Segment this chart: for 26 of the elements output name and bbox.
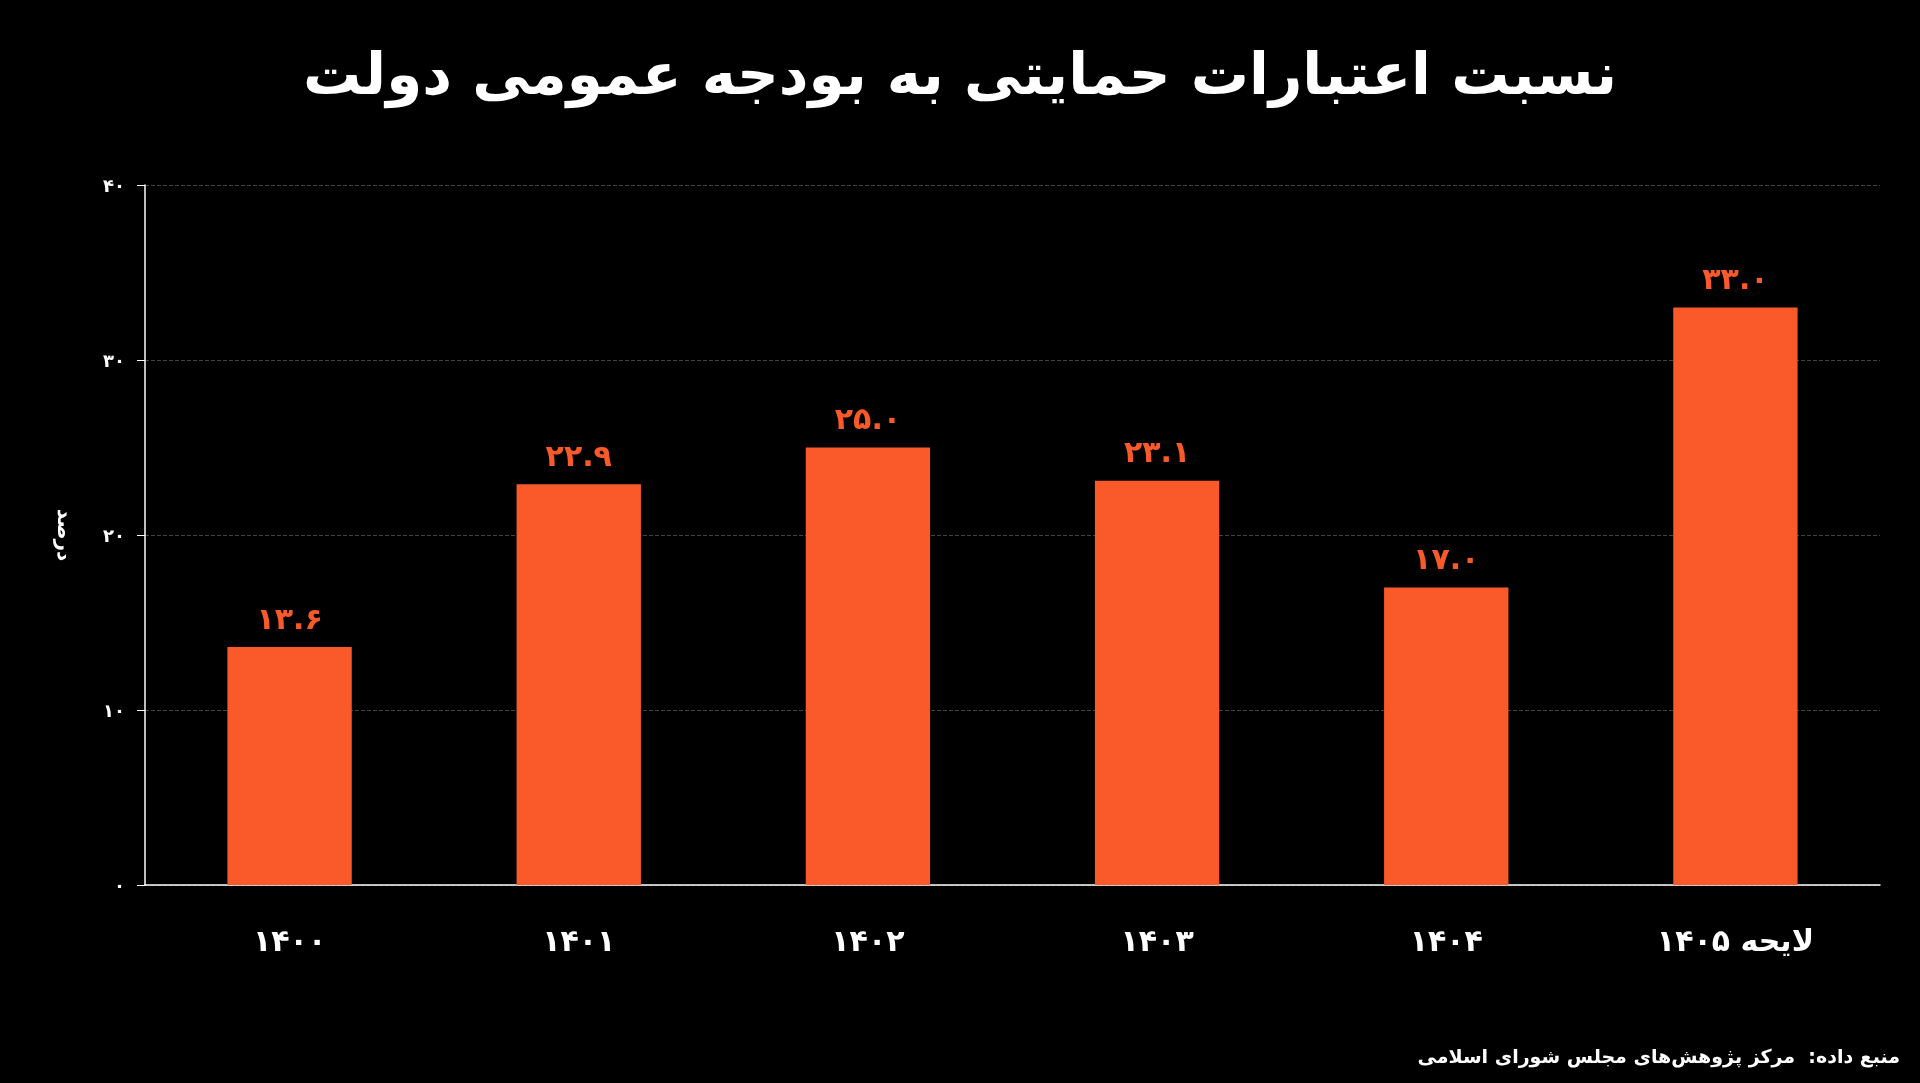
data-label: ۱۳.۶	[256, 600, 323, 636]
y-tick-label: ۳۰	[103, 349, 125, 371]
bar	[1094, 480, 1220, 885]
x-tick-label: ۱۴۰۴	[1409, 922, 1483, 958]
data-label: ۲۵.۰	[834, 401, 902, 436]
data-label: ۳۳.۰	[1702, 261, 1769, 296]
y-tick-label: ۴۰	[103, 174, 125, 196]
x-tick-label: ۱۴۰۱	[542, 922, 616, 958]
bar	[1673, 307, 1798, 885]
x-tick-label: لایحه ۱۴۰۵	[1656, 922, 1814, 958]
x-tick-label: ۱۴۰۲	[831, 922, 905, 958]
bar	[227, 647, 352, 885]
data-label: ۲۳.۱	[1123, 434, 1191, 470]
text: منبع داده: مرکز پژوهش‌های مجلس شورای اسلامی	[1417, 1044, 1901, 1068]
bar	[805, 447, 931, 885]
x-tick-label: ۱۴۰۰	[252, 922, 327, 958]
data-label: ۲۲.۹	[545, 437, 612, 473]
y-axis-title: درصد	[53, 508, 77, 562]
x-tick-label: ۱۴۰۳	[1120, 922, 1194, 958]
y-tick-label: ۱۰	[103, 699, 125, 721]
y-tick-label: ۰	[114, 874, 125, 896]
y-tick-label: ۲۰	[103, 524, 125, 546]
bar	[1384, 587, 1509, 885]
chart-title: نسبت اعتبارات حمایتی به بودجه عمومی دولت	[302, 40, 1618, 109]
data-label: ۱۷.۰	[1413, 541, 1480, 576]
bar	[516, 484, 641, 885]
